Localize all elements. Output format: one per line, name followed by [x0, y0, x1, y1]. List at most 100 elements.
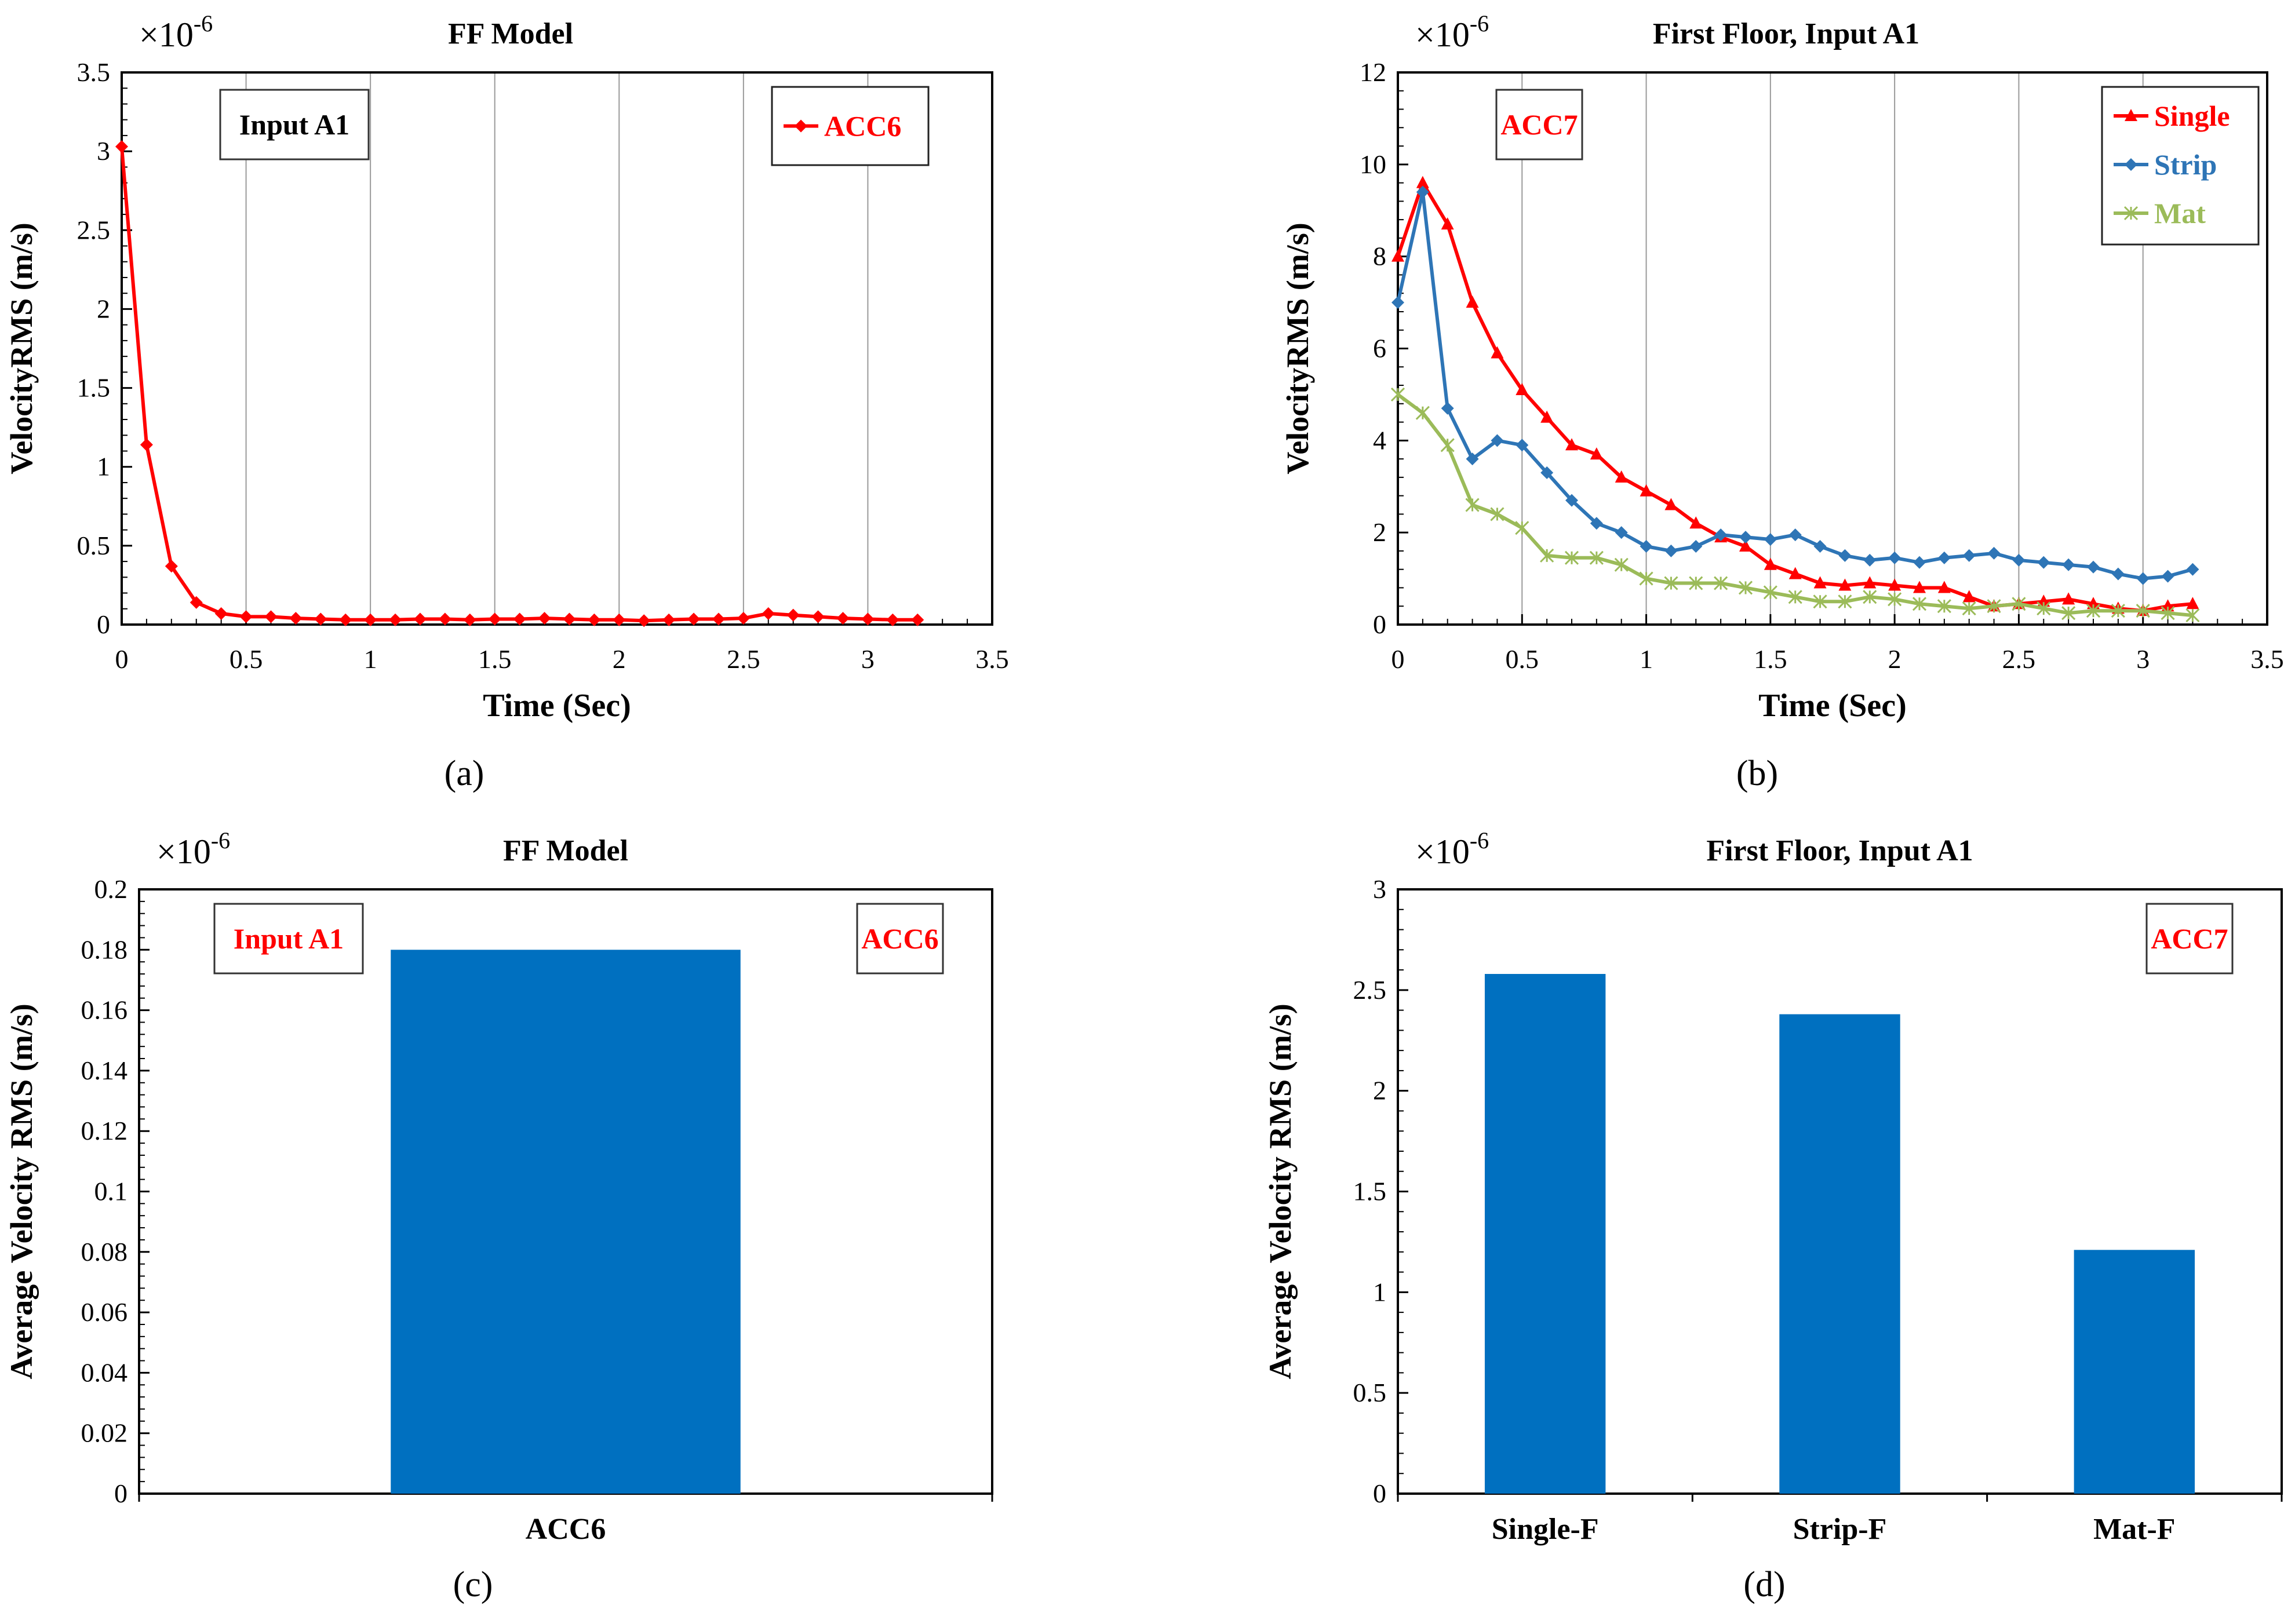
y-tick-label: 0.08 [81, 1237, 128, 1267]
data-point [2111, 567, 2125, 581]
y-tick-label: 2 [97, 294, 110, 323]
data-point [1714, 528, 1728, 542]
data-point [2136, 604, 2150, 618]
data-point [2012, 597, 2026, 611]
series-mat [1390, 387, 2200, 623]
series-strip [1391, 185, 2199, 585]
annotation-text: Input A1 [239, 108, 349, 141]
data-point [438, 612, 451, 626]
y-tick-label: 2.5 [77, 215, 111, 244]
data-point [687, 612, 701, 626]
data-point [2037, 594, 2050, 607]
data-point [911, 613, 924, 626]
data-point [1937, 581, 1951, 593]
data-point [1863, 590, 1877, 604]
data-point [1441, 217, 1454, 230]
annotation-box: Input A1 [219, 89, 370, 160]
data-point [413, 612, 427, 626]
legend-item-mat: Mat [2114, 197, 2206, 229]
x-tick-label: 3.5 [2250, 644, 2284, 674]
data-point [1714, 576, 1728, 590]
y-tick-label: 0.14 [81, 1056, 128, 1085]
x-tick-label: 2 [613, 644, 626, 674]
data-point [1962, 601, 1976, 616]
data-point [1589, 550, 1604, 565]
data-point [488, 612, 501, 626]
data-point [1490, 507, 1504, 521]
panel-label: (b) [1736, 754, 1778, 793]
data-point [2062, 592, 2075, 605]
data-point [2087, 560, 2100, 574]
axis-multiplier: ×10-6 [1415, 10, 1489, 54]
y-tick-label: 0.2 [94, 874, 128, 904]
x-tick-label: 3 [2136, 644, 2150, 674]
data-point [538, 612, 551, 625]
y-tick-label: 3 [1373, 874, 1386, 904]
y-tick-label: 3.5 [77, 57, 111, 87]
data-point [1415, 406, 1430, 420]
data-point [1440, 438, 1455, 452]
data-point [1738, 581, 1753, 595]
data-point [1764, 557, 1777, 570]
y-axis-label: Average Velocity RMS (m/s) [4, 1003, 39, 1379]
data-point [463, 613, 476, 626]
category-label: Single-F [1492, 1513, 1599, 1546]
legend: Single Strip Mat [2101, 86, 2260, 246]
y-tick-label: 1 [97, 452, 110, 481]
data-point [1416, 176, 1429, 188]
x-tick-label: 3 [861, 644, 875, 674]
data-point [2186, 563, 2199, 576]
data-point [1888, 578, 1901, 591]
y-tick-label: 0.12 [81, 1116, 128, 1145]
y-tick-label: 8 [1373, 242, 1386, 271]
data-point [364, 613, 377, 626]
data-point [2061, 606, 2076, 621]
legend-label: ACC6 [824, 110, 901, 143]
y-tick-label: 0.5 [77, 531, 111, 560]
data-point [1540, 410, 1554, 423]
series-single [1391, 176, 2199, 616]
data-point [1838, 594, 1852, 609]
x-tick-label: 2.5 [727, 644, 760, 674]
y-tick-label: 0 [1373, 610, 1386, 639]
data-point [1564, 550, 1579, 565]
data-point [1863, 553, 1877, 567]
data-point [2161, 599, 2174, 612]
bar-acc6 [391, 950, 741, 1494]
plot-area [121, 71, 993, 626]
chart-panel-1: 0 0.5 1 1.5 2 2.5 3 3.5 0 0.5 1 1.5 2 2.5 3 3.5 Time (Se… [4, 10, 1009, 793]
y-tick-label: 6 [1373, 334, 1386, 363]
data-point [1813, 594, 1827, 609]
x-tick-label: 1 [1640, 644, 1653, 674]
data-point [638, 614, 651, 627]
series-line [120, 146, 918, 623]
annotation-frame [2145, 903, 2234, 975]
data-point [613, 613, 626, 626]
legend-item-single: Single [2114, 100, 2230, 132]
data-point [1565, 438, 1578, 451]
y-axis-label: VelocityRMS (m/s) [1280, 222, 1315, 474]
data-point [1838, 578, 1852, 591]
data-point [2123, 206, 2139, 221]
y-axis-label: VelocityRMS (m/s) [4, 222, 39, 474]
data-point [1788, 567, 1802, 579]
y-axis-label: Average Velocity RMS (m/s) [1263, 1003, 1298, 1379]
data-point [1590, 447, 1603, 460]
data-point [1390, 387, 1405, 402]
legend-label: Single [2154, 100, 2230, 132]
data-point [1888, 551, 1901, 564]
x-tick-label: 3.5 [975, 644, 1009, 674]
data-point [1962, 549, 1976, 562]
y-tick-label: 0 [97, 610, 110, 639]
legend: ACC6 [771, 86, 930, 166]
data-point [2185, 608, 2200, 623]
panel-label: (d) [1743, 1565, 1785, 1604]
x-tick-label: 2 [1888, 644, 1901, 674]
data-point [737, 612, 750, 625]
data-point [588, 613, 601, 626]
data-point [1689, 516, 1703, 529]
data-point [1987, 546, 2001, 560]
data-point [811, 610, 825, 623]
x-tick-label: 0.5 [1506, 644, 1539, 674]
data-point [2012, 553, 2026, 567]
